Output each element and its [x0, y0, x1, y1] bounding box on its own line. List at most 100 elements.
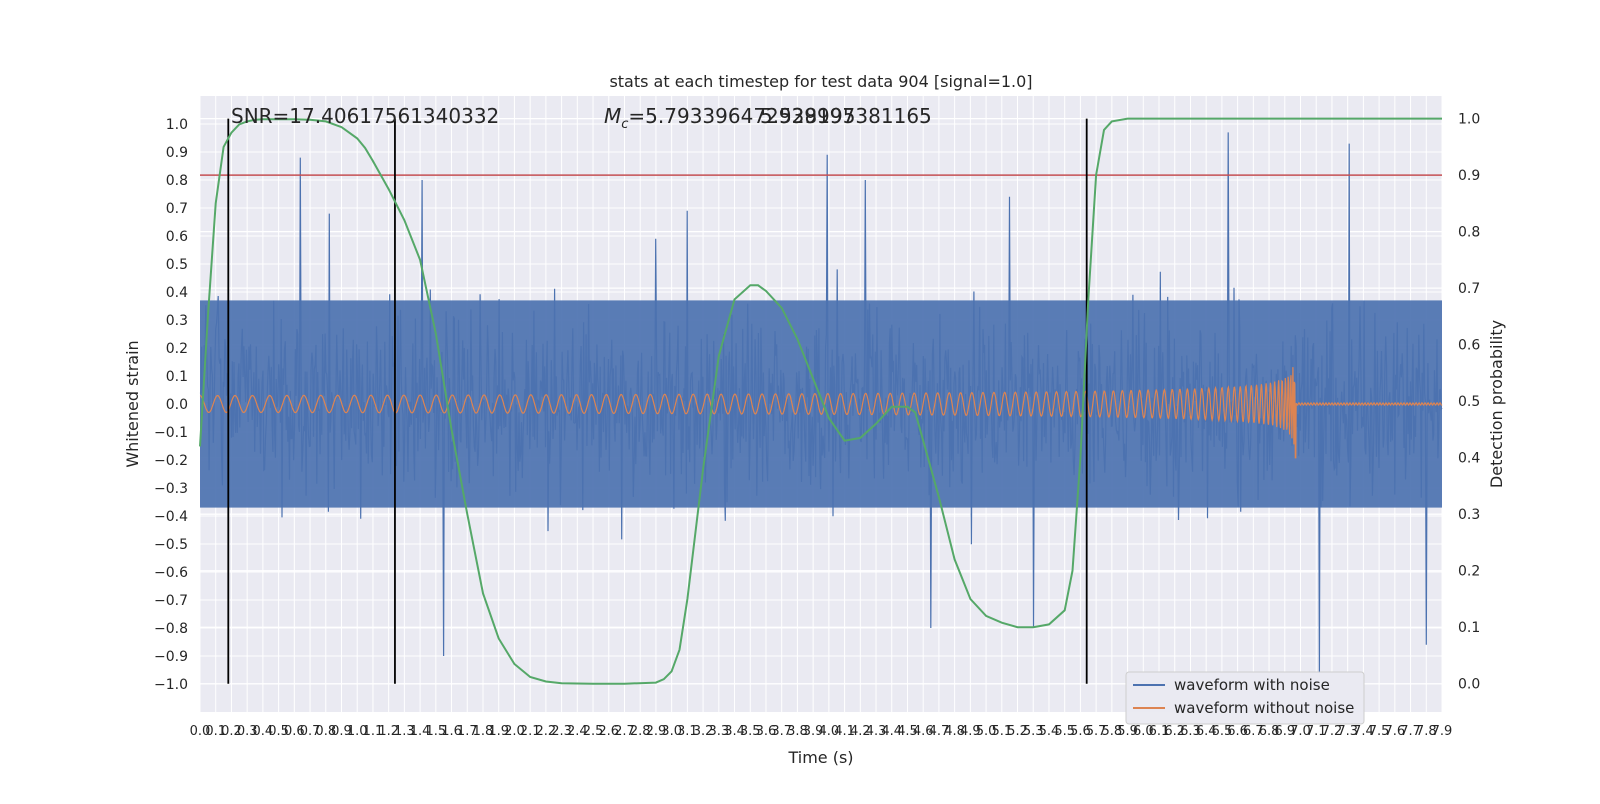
y-tick-label: −0.2	[154, 453, 188, 469]
y-tick-label: −0.5	[154, 537, 188, 553]
y-tick-label: −0.3	[154, 481, 188, 497]
y-tick-label: −0.4	[154, 509, 188, 525]
plot-content	[199, 117, 1443, 685]
y-tick-label: 0.6	[166, 229, 188, 245]
y-tick-label: 0.4	[166, 285, 188, 301]
x-tick-label: 2.3	[551, 724, 572, 739]
y2-tick-label: 1.0	[1458, 112, 1480, 128]
x-tick-label: 2.5	[583, 724, 604, 739]
y-tick-label: −1.0	[154, 677, 188, 693]
x-tick-label: 1.8	[473, 724, 494, 739]
x-tick-label: 0.2	[221, 724, 242, 739]
x-tick-label: 2.8	[630, 724, 651, 739]
x-tick-label: 0.5	[268, 724, 289, 739]
axes-text: 0.00.10.20.30.40.50.60.70.80.91.01.11.21…	[154, 112, 1480, 739]
y-tick-label: 0.0	[166, 397, 188, 413]
chirp-mass-value: =5.793396472939997	[628, 104, 855, 128]
x-tick-label: 7.3	[1337, 724, 1358, 739]
x-tick-label: 4.9	[960, 724, 981, 739]
y2-tick-label: 0.0	[1458, 677, 1480, 693]
x-tick-label: 3.1	[677, 724, 698, 739]
x-tick-label: 0.4	[253, 724, 274, 739]
x-tick-label: 2.7	[614, 724, 635, 739]
x-tick-label: 1.0	[347, 724, 368, 739]
y2-tick-label: 0.2	[1458, 564, 1480, 580]
y2-tick-label: 0.9	[1458, 168, 1480, 184]
x-tick-label: 5.6	[1070, 724, 1091, 739]
x-tick-label: 0.8	[315, 724, 336, 739]
x-tick-label: 5.9	[1117, 724, 1138, 739]
y2-axis-label: Detection probability	[1487, 320, 1506, 488]
y2-tick-label: 0.4	[1458, 451, 1480, 467]
x-tick-label: 5.4	[1039, 724, 1060, 739]
x-tick-label: 3.7	[771, 724, 792, 739]
x-tick-label: 1.4	[410, 724, 431, 739]
x-tick-label: 7.6	[1384, 724, 1405, 739]
x-tick-label: 4.4	[881, 724, 902, 739]
x-tick-label: 7.5	[1369, 724, 1390, 739]
x-tick-label: 5.1	[991, 724, 1012, 739]
series-detection-probability	[199, 117, 1442, 685]
x-tick-label: 3.8	[787, 724, 808, 739]
x-tick-label: 2.4	[567, 724, 588, 739]
y2-tick-label: 0.5	[1458, 394, 1480, 410]
y-tick-label: 0.2	[166, 341, 188, 357]
chirp-mass-annotation: Mc=5.793396472939997	[604, 104, 855, 132]
x-tick-label: 1.6	[441, 724, 462, 739]
x-tick-label: 1.1	[363, 724, 384, 739]
y2-tick-label: 0.6	[1458, 338, 1480, 354]
x-tick-label: 3.3	[708, 724, 729, 739]
x-tick-label: 4.2	[850, 724, 871, 739]
chirp-mass-symbol: M	[604, 104, 621, 128]
y-tick-label: 0.1	[166, 369, 188, 385]
x-tick-label: 4.5	[897, 724, 918, 739]
x-tick-label: 6.7	[1243, 724, 1264, 739]
x-tick-label: 1.2	[378, 724, 399, 739]
y-tick-label: −0.6	[154, 565, 188, 581]
y-axis-label: Whitened strain	[123, 340, 142, 467]
x-tick-label: 5.5	[1054, 724, 1075, 739]
y-tick-label: 0.8	[166, 173, 188, 189]
x-tick-label: 3.2	[693, 724, 714, 739]
x-tick-label: 1.5	[425, 724, 446, 739]
y-tick-label: 0.5	[166, 257, 188, 273]
x-tick-label: 5.3	[1023, 724, 1044, 739]
x-tick-label: 6.9	[1274, 724, 1295, 739]
x-tick-label: 7.7	[1400, 724, 1421, 739]
chirp-mass-subscript: c	[621, 117, 628, 132]
y-tick-label: 1.0	[166, 117, 188, 133]
x-tick-label: 6.6	[1227, 724, 1248, 739]
x-tick-label: 5.0	[976, 724, 997, 739]
x-tick-label: 4.3	[866, 724, 887, 739]
x-tick-label: 7.8	[1416, 724, 1437, 739]
x-tick-label: 0.7	[300, 724, 321, 739]
x-tick-label: 3.0	[661, 724, 682, 739]
x-tick-label: 7.9	[1432, 724, 1453, 739]
snr-annotation: SNR=17.40617561340332	[231, 104, 499, 128]
y-tick-label: −0.9	[154, 649, 188, 665]
x-tick-label: 5.2	[1007, 724, 1028, 739]
x-tick-label: 0.1	[205, 724, 226, 739]
x-tick-label: 3.5	[740, 724, 761, 739]
x-tick-label: 4.7	[929, 724, 950, 739]
x-tick-label: 1.3	[394, 724, 415, 739]
x-tick-label: 3.4	[724, 724, 745, 739]
y-tick-label: −0.8	[154, 621, 188, 637]
x-axis-label: Time (s)	[787, 748, 853, 767]
x-tick-label: 0.0	[190, 724, 211, 739]
x-tick-label: 4.1	[834, 724, 855, 739]
x-tick-label: 1.7	[457, 724, 478, 739]
y2-tick-label: 0.8	[1458, 225, 1480, 241]
y2-tick-label: 0.3	[1458, 507, 1480, 523]
chart-title: stats at each timestep for test data 904…	[609, 72, 1032, 91]
x-tick-label: 6.8	[1259, 724, 1280, 739]
x-tick-label: 2.9	[646, 724, 667, 739]
series-waveform-with-noise-core	[200, 300, 1442, 508]
x-tick-label: 6.1	[1149, 724, 1170, 739]
y-tick-label: −0.1	[154, 425, 188, 441]
x-tick-label: 0.9	[331, 724, 352, 739]
x-tick-label: 7.1	[1306, 724, 1327, 739]
x-tick-label: 1.9	[488, 724, 509, 739]
